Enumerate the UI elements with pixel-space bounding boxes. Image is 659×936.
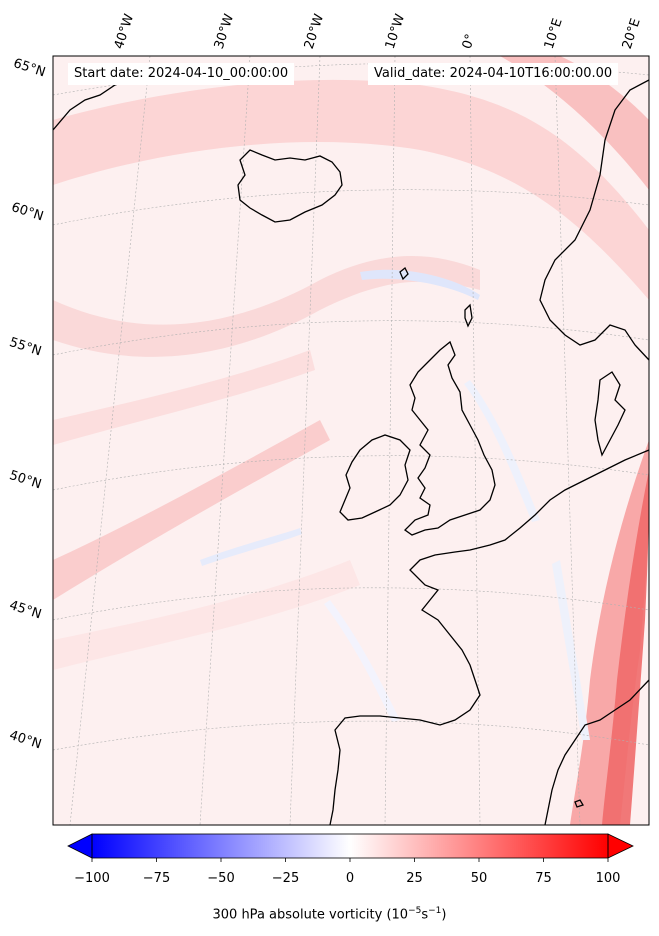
colorbar-title: 300 hPa absolute vorticity (10−5s−1) bbox=[212, 906, 447, 923]
colorbar-tick-label: −25 bbox=[271, 871, 300, 886]
colorbar-tick-label: 50 bbox=[470, 871, 488, 886]
colorbar-gradient bbox=[92, 834, 608, 858]
colorbar-tick-label: −50 bbox=[207, 871, 235, 886]
map-frame bbox=[52, 55, 650, 826]
colorbar-tick-label: −75 bbox=[142, 871, 171, 886]
denmark-coast bbox=[594, 371, 626, 457]
norway-coast bbox=[539, 79, 649, 361]
continent-coast bbox=[329, 449, 649, 825]
colorbar-tick-label: 100 bbox=[595, 871, 621, 886]
start-date-label: Start date: 2024-04-10_00:00:00 bbox=[68, 63, 295, 85]
colorbar bbox=[67, 833, 634, 862]
great-britain-coast bbox=[403, 340, 496, 536]
iceland-coast bbox=[237, 149, 343, 223]
colorbar-tick-label: 0 bbox=[345, 871, 355, 886]
colorbar-tick-label: −100 bbox=[74, 871, 110, 886]
coastlines bbox=[53, 67, 649, 825]
colorbar-tick-label: 25 bbox=[406, 871, 423, 886]
colorbar-max-extend bbox=[607, 833, 634, 859]
ireland-coast bbox=[339, 434, 411, 521]
colorbar-min-extend bbox=[67, 833, 93, 859]
vorticity-field bbox=[53, 56, 649, 825]
valid-date-label: Valid_date: 2024-04-10T16:00:00.00 bbox=[368, 63, 619, 85]
colorbar-tick-label: 75 bbox=[535, 871, 552, 886]
